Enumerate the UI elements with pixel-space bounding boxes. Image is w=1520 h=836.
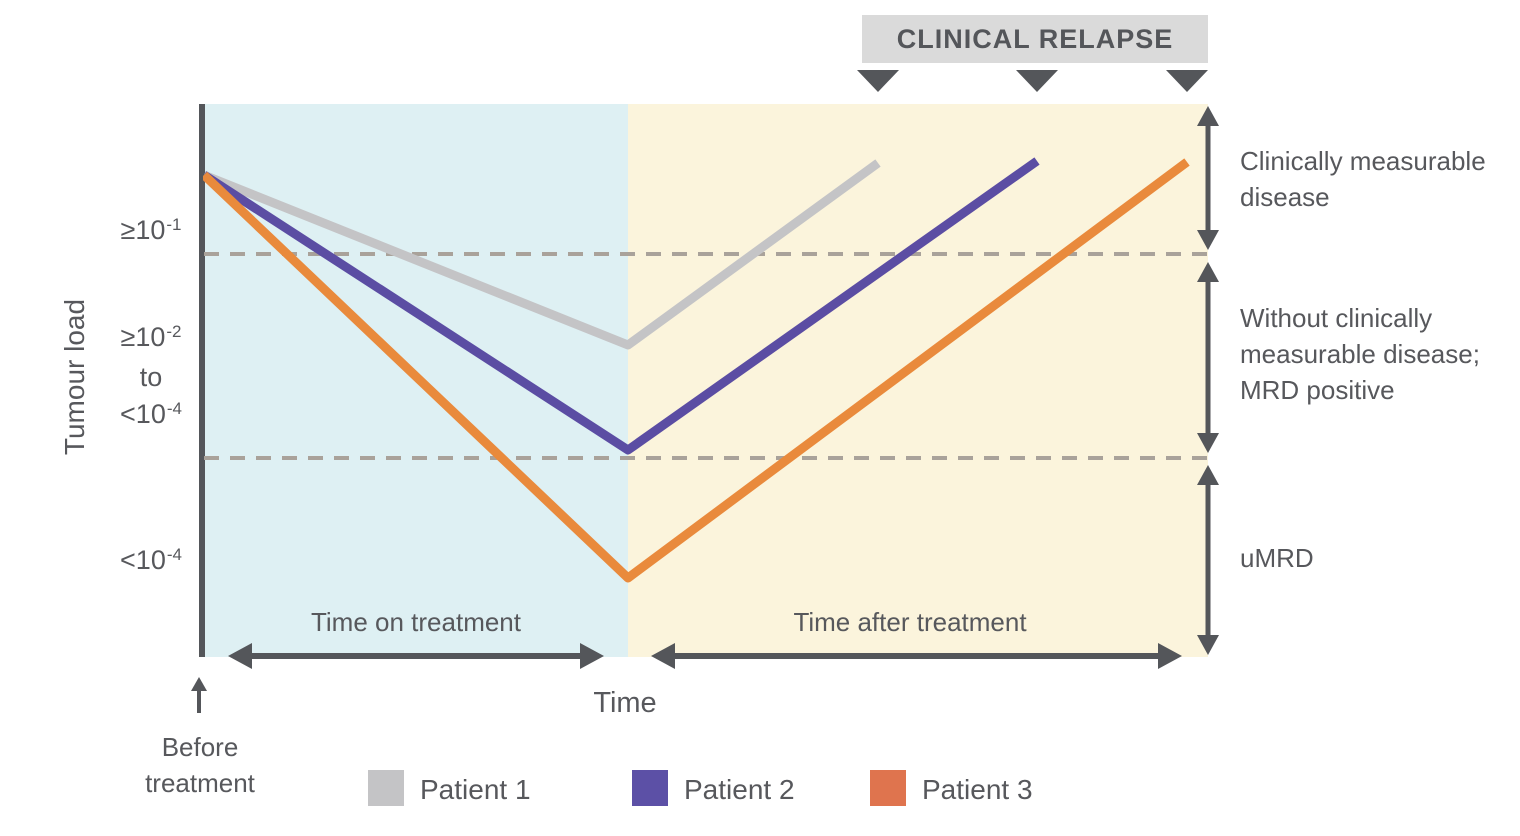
exponent: -1 — [166, 215, 182, 234]
y-axis-line — [199, 104, 205, 657]
relapse-marker-triangle-2 — [1016, 70, 1058, 92]
relapse-marker-triangle-3 — [1166, 70, 1208, 92]
series-line-patient-3 — [203, 158, 1190, 583]
before-treatment-arrow — [191, 677, 207, 713]
legend-swatch-patient-1 — [368, 770, 404, 806]
zone-label-mrd-positive: Without clinically measurable disease; M… — [1240, 303, 1480, 405]
legend-label-patient-2: Patient 2 — [684, 774, 795, 805]
y-tick-ge-10-2-to-lt-10-4: ≥10-2 to <10-4 — [120, 322, 182, 429]
legend-swatch-patient-3 — [870, 770, 906, 806]
zone-label-umrd: uMRD — [1240, 543, 1314, 573]
y-tick-lt-10-4: <10-4 — [120, 545, 182, 575]
exponent: -4 — [166, 545, 182, 564]
before-treatment-label: Before treatment — [145, 732, 255, 798]
relapse-marker-triangle-1 — [857, 70, 899, 92]
time-on-treatment-label: Time on treatment — [310, 607, 521, 637]
y-tick-ge-10-1: ≥10-1 — [120, 215, 182, 245]
exponent: -4 — [166, 399, 182, 418]
legend-swatch-patient-2 — [632, 770, 668, 806]
exponent: -2 — [166, 322, 182, 341]
clinical-relapse-banner: CLINICAL RELAPSE — [862, 15, 1208, 63]
time-after-treatment-label: Time after treatment — [793, 607, 1027, 637]
series-line-patient-1 — [203, 159, 881, 350]
series-line-patient-2 — [203, 157, 1040, 455]
patient-lines-chart — [203, 157, 1214, 583]
x-axis-title: Time — [593, 687, 657, 719]
legend-label-patient-3: Patient 3 — [922, 774, 1033, 805]
legend-label-patient-1: Patient 1 — [420, 774, 531, 805]
zone-label-clinically-measurable: Clinically measurable disease — [1240, 146, 1486, 212]
